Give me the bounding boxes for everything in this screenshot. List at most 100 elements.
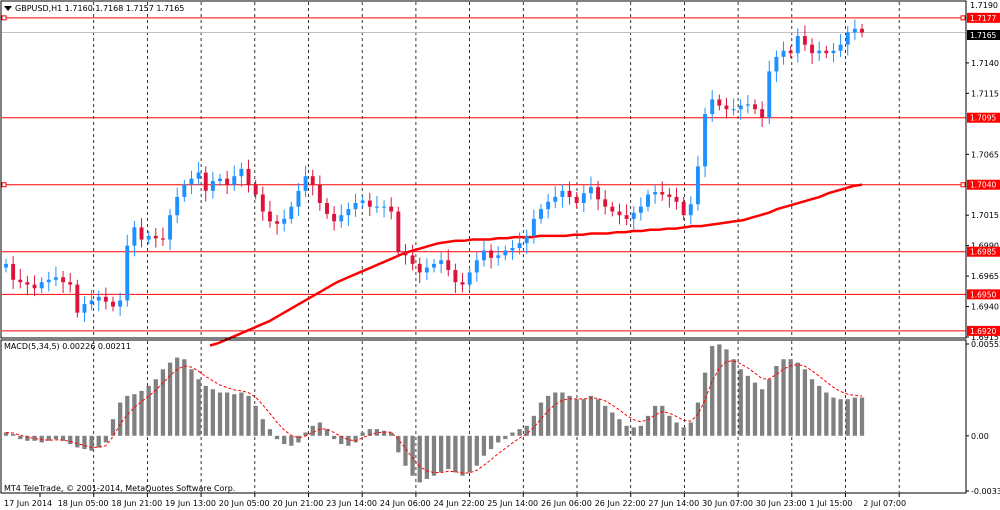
candle-body [745, 104, 750, 106]
candle-body [817, 50, 822, 54]
candle-body [860, 28, 864, 33]
candle-body [389, 206, 394, 212]
candle-body [253, 184, 258, 195]
candle-body [332, 213, 337, 222]
candle-body [703, 114, 708, 167]
candle-body [75, 284, 80, 313]
candle-body [610, 206, 615, 212]
line-handle [1, 15, 7, 21]
candle-body [638, 206, 643, 213]
candle-body [125, 245, 130, 301]
candle-body [453, 270, 458, 283]
candle-body [838, 44, 843, 51]
candle-body [517, 243, 522, 249]
candle-body [218, 178, 222, 182]
candle-body [239, 168, 244, 177]
time-label: 24 Jun 22:00 [434, 499, 485, 508]
level-price-tag [967, 112, 1000, 123]
price-axis-top-label: 1.7190 [970, 1, 998, 10]
candle-body [53, 277, 58, 280]
time-label: 20 Jun 21:00 [273, 499, 324, 508]
candle-body [753, 104, 757, 110]
candle-body [232, 176, 237, 185]
candle-body [802, 36, 807, 45]
copyright-text: MT4 TeleTrade, © 2001-2014, MetaQuotes S… [4, 484, 235, 493]
level-price-label: 1.7095 [970, 114, 996, 123]
candle-body [646, 194, 650, 207]
candle-body [681, 201, 686, 216]
level-price-tags: 1.7177 1.7095 1.7040 1.6985 1.6950 1.6920 [967, 12, 1000, 336]
candle-body [46, 279, 51, 283]
grid-lines [2, 2, 966, 492]
candle-body [795, 36, 800, 54]
time-label: 18 Jun 05:00 [58, 499, 109, 508]
candle-body [246, 168, 251, 185]
price-scale[interactable]: 1.71901.71401.71151.70651.70151.69901.69… [966, 1, 999, 342]
candle-body [260, 194, 265, 212]
line-handle [1, 182, 7, 188]
candle-body [767, 71, 772, 118]
time-label: 27 Jun 14:00 [648, 499, 699, 508]
macd-scale: 0.00552 0.00 -0.00332 [966, 340, 1000, 496]
price-label: 1.6965 [971, 272, 999, 281]
candle-body [168, 215, 173, 240]
candle-body [68, 282, 73, 285]
candle-body [688, 204, 693, 216]
candle-body [524, 235, 529, 244]
candle-body [374, 206, 379, 208]
line-handle [960, 15, 966, 21]
level-price-tag [967, 246, 1000, 257]
candle-body [738, 105, 743, 110]
time-label: 30 Jun 23:00 [756, 499, 807, 508]
candle-body [824, 50, 829, 54]
candle-body [346, 209, 351, 216]
candle-body [760, 109, 765, 118]
candle-body [695, 166, 700, 205]
candlestick-series [4, 19, 864, 322]
time-label: 24 Jun 06:00 [380, 499, 431, 508]
candle-body [353, 203, 358, 210]
time-label: 2 Jul 07:00 [863, 499, 906, 508]
candle-body [845, 32, 850, 45]
candle-body [32, 284, 37, 289]
level-price-tag [967, 179, 1000, 190]
candle-body [852, 28, 857, 33]
symbol-header: GBPUSD,H1 1.7160 1.7168 1.7157 1.7165 [15, 4, 184, 13]
candle-body [581, 193, 586, 203]
candle-body [546, 201, 551, 210]
candle-body [39, 282, 44, 289]
candle-body [467, 272, 472, 285]
candle-body [567, 190, 572, 197]
candle-body [18, 279, 23, 283]
candle-body [310, 176, 315, 185]
candle-body [160, 238, 165, 240]
candle-body [82, 304, 87, 313]
candle-body [603, 199, 608, 207]
candle-body [182, 184, 187, 197]
candle-body [553, 196, 558, 202]
macd-panel-frame [0, 339, 967, 494]
candle-body [781, 50, 786, 57]
moving-average [209, 183, 863, 347]
time-axis[interactable]: 17 Jun 2014 18 Jun 05:00 18 Jun 21:00 19 Ju… [4, 493, 906, 508]
candle-body [831, 50, 836, 54]
candle-body [446, 260, 451, 270]
candle-body [11, 263, 16, 280]
candle-body [89, 300, 94, 305]
price-label: 1.6990 [971, 242, 999, 251]
candle-body [339, 215, 344, 222]
triangle-down-icon[interactable] [4, 6, 12, 11]
macd-label: MACD(5,34,5) 0.00226 0.00211 [4, 342, 131, 351]
candle-body [382, 206, 387, 208]
candle-body [474, 260, 479, 273]
time-label: 20 Jun 05:00 [219, 499, 270, 508]
line-handle [960, 182, 966, 188]
candle-body [417, 263, 422, 273]
candle-body [61, 277, 66, 283]
candle-body [596, 187, 601, 200]
candle-body [560, 190, 565, 197]
time-label: 23 Jun 14:00 [326, 499, 377, 508]
candle-body [210, 181, 215, 191]
price-label: 1.6915 [971, 333, 999, 342]
